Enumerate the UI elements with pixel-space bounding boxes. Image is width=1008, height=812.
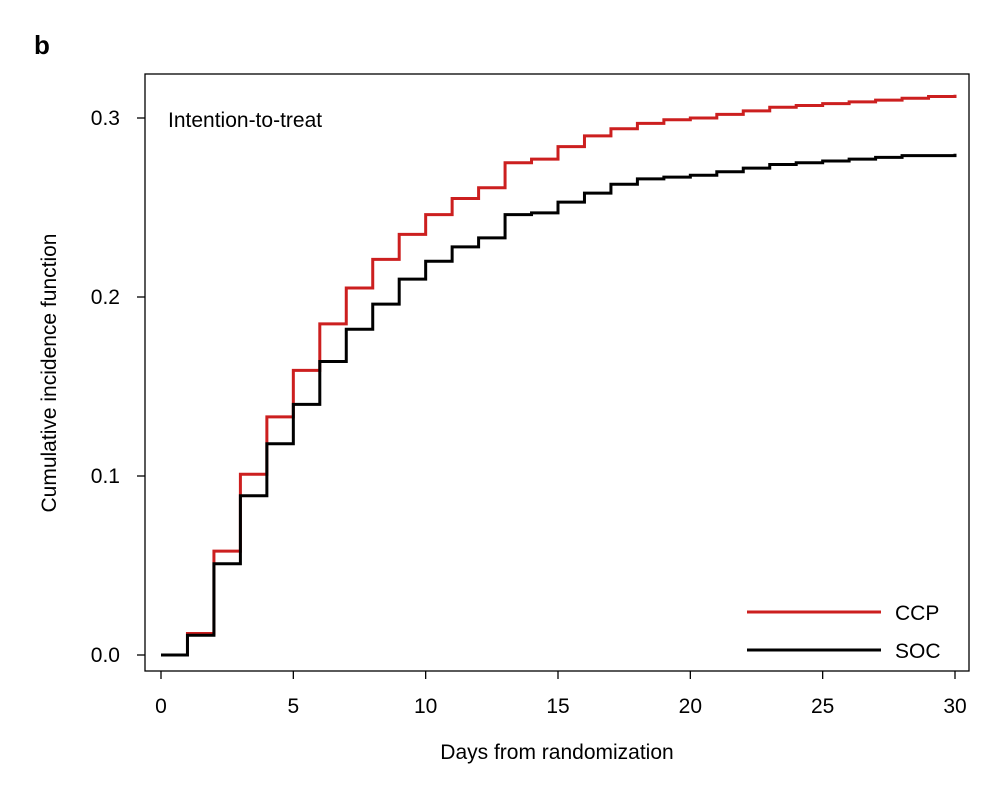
x-tick-label: 25 bbox=[811, 695, 834, 718]
panel-label: b bbox=[34, 30, 50, 60]
legend: CCP SOC bbox=[747, 602, 941, 663]
y-tick-label: 0.2 bbox=[91, 286, 120, 309]
x-tick-label: 30 bbox=[943, 695, 966, 718]
legend-label-ccp: CCP bbox=[895, 602, 939, 625]
x-tick-label: 20 bbox=[679, 695, 702, 718]
series-line-ccp bbox=[161, 94, 957, 657]
series-line-soc bbox=[161, 153, 957, 657]
axis-ticks: 0 5 10 15 20 25 30 0.0 0.1 0.2 0.3 bbox=[91, 107, 967, 718]
x-tick-label: 0 bbox=[155, 695, 167, 718]
series-lines bbox=[161, 94, 957, 657]
legend-label-soc: SOC bbox=[895, 640, 941, 663]
plot-frame bbox=[144, 73, 970, 672]
y-tick-label: 0.0 bbox=[91, 644, 120, 667]
y-tick-label: 0.1 bbox=[91, 465, 120, 488]
x-tick-label: 10 bbox=[414, 695, 437, 718]
x-tick-label: 15 bbox=[546, 695, 569, 718]
analysis-annotation: Intention-to-treat bbox=[168, 109, 322, 132]
x-axis-label: Days from randomization bbox=[440, 741, 673, 764]
x-tick-label: 5 bbox=[287, 695, 299, 718]
y-axis-label: Cumulative incidence function bbox=[38, 234, 61, 513]
y-tick-label: 0.3 bbox=[91, 107, 120, 130]
